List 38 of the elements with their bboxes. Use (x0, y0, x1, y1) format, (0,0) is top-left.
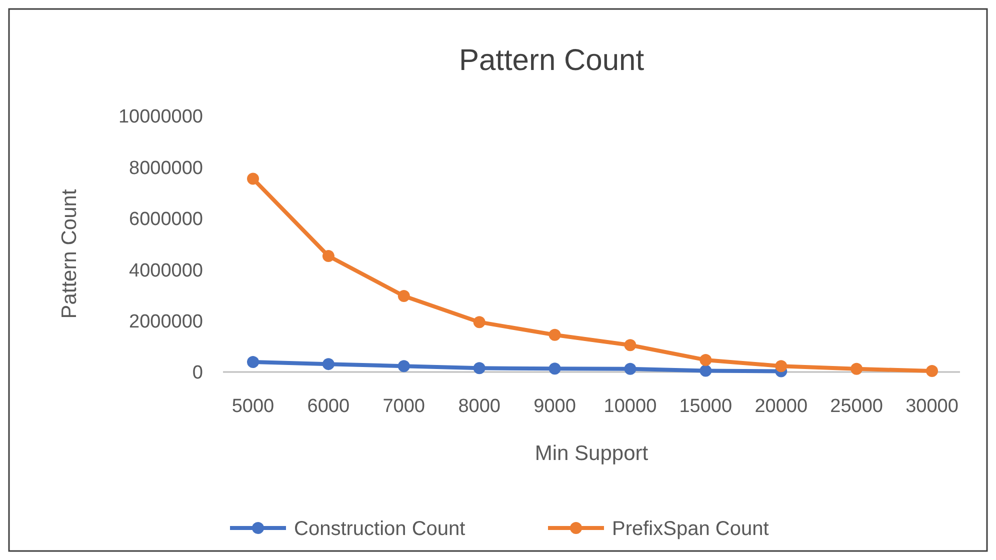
point (322, 250, 334, 262)
point (926, 364, 938, 377)
x-tick-label: 6000 (307, 396, 350, 417)
point (624, 362, 636, 375)
y-tick-label: 8000000 (129, 158, 203, 179)
x-tick-label: 15000 (679, 396, 732, 417)
x-tick-label: 9000 (534, 396, 576, 417)
point (398, 360, 410, 372)
y-tick-label: 10000000 (118, 106, 203, 128)
point (624, 339, 636, 352)
point (548, 362, 561, 375)
x-tick-label: 8000 (458, 396, 500, 417)
y-axis-title: Pattern Count (58, 189, 81, 319)
y-tick-label: 2000000 (129, 311, 203, 332)
x-tick-label: 7000 (382, 396, 426, 417)
x-axis-title: Min Support (534, 442, 648, 465)
y-tick-label: 6000000 (129, 209, 203, 230)
point (322, 358, 334, 370)
y-tick-label: 0 (192, 362, 203, 384)
x-tick-label: 5000 (232, 396, 274, 417)
x-tick-label: 30000 (906, 396, 958, 417)
x-tick-label: 25000 (830, 396, 883, 417)
point (700, 354, 712, 366)
chart-title: Pattern Count (458, 44, 645, 77)
point (247, 172, 259, 185)
point (473, 362, 486, 374)
point (473, 316, 486, 328)
point (398, 290, 410, 302)
point (700, 364, 712, 377)
point (775, 360, 788, 372)
legend-label: Construction Count (294, 518, 466, 540)
point (548, 328, 561, 341)
point (850, 362, 863, 375)
x-tick-label: 20000 (754, 396, 808, 417)
x-tick-label: 10000 (604, 396, 657, 417)
y-tick-label: 4000000 (129, 260, 203, 282)
legend-label: PrefixSpan Count (612, 518, 770, 540)
point (247, 356, 259, 368)
